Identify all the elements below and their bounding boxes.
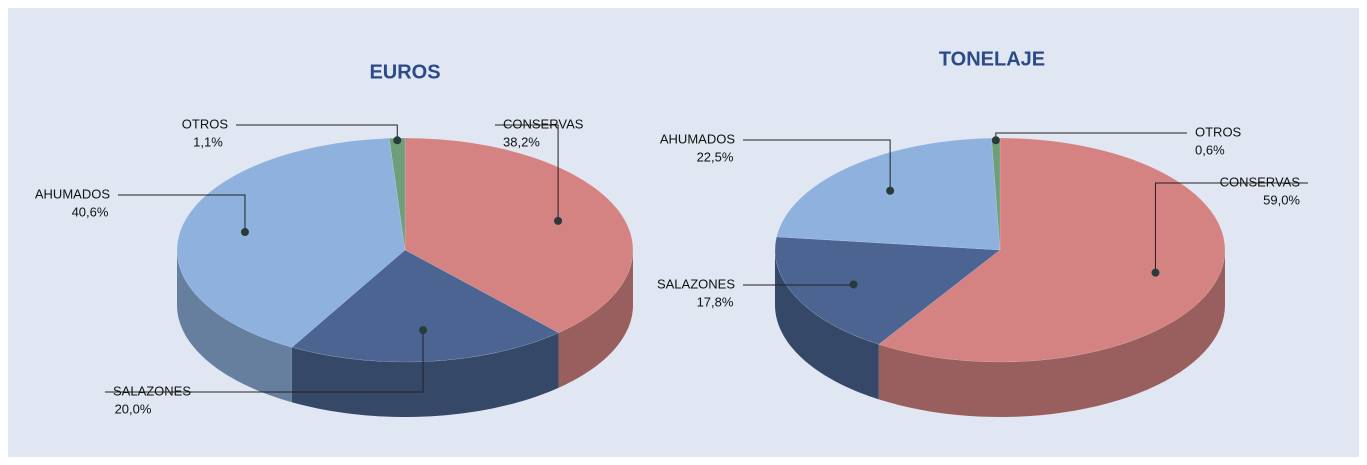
pie-slice: [774, 236, 1001, 345]
value-label: 20,0%: [115, 401, 152, 416]
value-label: 40,6%: [72, 204, 109, 219]
label-dot: [1151, 268, 1160, 277]
slice-side: [878, 250, 1225, 417]
label-dot: [991, 136, 1000, 145]
leader-line: [1154, 182, 1308, 273]
category-label: CONSERVAS: [1220, 174, 1301, 189]
leader-line: [105, 330, 424, 393]
slice-side: [558, 250, 633, 388]
pie-slice: [878, 137, 1226, 363]
label-dot: [886, 186, 895, 195]
category-label: SALAZONES: [113, 383, 191, 398]
chart-title: TONELAJE: [939, 48, 1045, 70]
value-label: 0,6%: [1195, 142, 1225, 157]
leader-line: [743, 284, 855, 286]
label-dot: [554, 216, 563, 225]
category-label: SALAZONES: [657, 276, 735, 291]
value-label: 22,5%: [697, 149, 734, 164]
value-label: 1,1%: [193, 134, 223, 149]
pie-slice: [291, 249, 560, 363]
pie-slice: [176, 138, 406, 348]
category-label: AHUMADOS: [35, 186, 110, 201]
value-label: 59,0%: [1263, 192, 1300, 207]
leader-line: [236, 124, 398, 141]
label-dot: [849, 280, 858, 289]
label-dot: [240, 228, 249, 237]
value-label: 38,2%: [503, 134, 540, 149]
label-dot: [419, 326, 428, 335]
pie-slice: [404, 137, 634, 334]
value-label: 17,8%: [697, 294, 734, 309]
category-label: CONSERVAS: [503, 116, 584, 131]
leader-line: [118, 194, 246, 233]
chart-title: EUROS: [369, 61, 440, 83]
category-label: AHUMADOS: [660, 131, 735, 146]
slice-side: [177, 250, 292, 403]
category-label: OTROS: [1195, 124, 1242, 139]
slice-side: [291, 332, 559, 417]
category-label: OTROS: [182, 116, 229, 131]
leader-line: [743, 139, 891, 191]
leader-line: [495, 124, 559, 221]
slice-side: [775, 250, 879, 400]
label-dot: [393, 136, 402, 145]
